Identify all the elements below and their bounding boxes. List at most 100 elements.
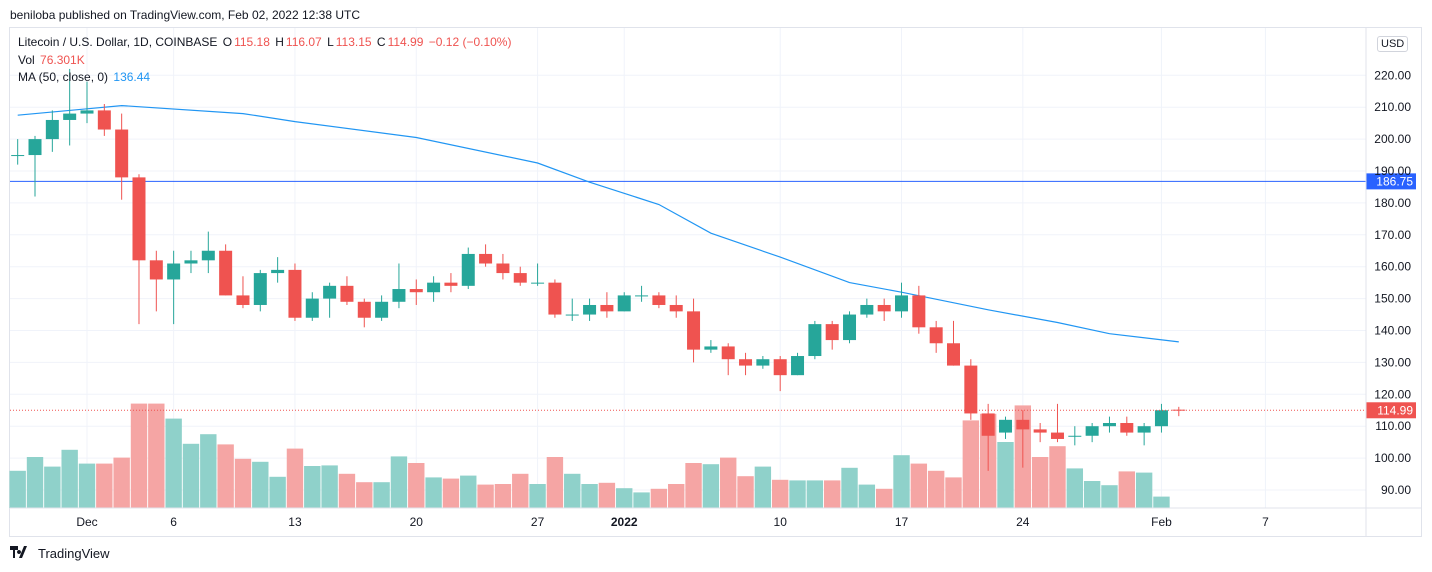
volume-bar [997, 442, 1014, 508]
candle-body [1137, 426, 1151, 433]
y-tick-label: 150.00 [1374, 292, 1411, 306]
volume-bar [789, 480, 806, 508]
volume-value: 76.301K [40, 53, 85, 67]
volume-bar [113, 457, 130, 508]
candle-body [565, 314, 579, 316]
y-tick-label: 220.00 [1374, 68, 1411, 82]
tradingview-logo-icon[interactable] [10, 546, 32, 561]
candle-body [496, 263, 510, 274]
volume-bar [425, 477, 442, 508]
candle-body [479, 253, 493, 264]
y-tick-label: 200.00 [1374, 132, 1411, 146]
candle-body [375, 301, 389, 318]
candle-body [1102, 423, 1116, 427]
x-tick-label: 17 [895, 515, 909, 529]
candle-body [219, 250, 233, 296]
volume-bars [9, 403, 1170, 508]
candle-body [912, 295, 926, 328]
volume-bar [44, 466, 61, 508]
candle-body [97, 110, 111, 130]
candle-body [687, 311, 701, 350]
volume-bar [1083, 481, 1101, 508]
volume-bar [581, 484, 598, 508]
volume-label: Vol [18, 53, 35, 67]
volume-bar [9, 470, 26, 508]
volume-bar [286, 448, 304, 508]
volume-bar [356, 482, 373, 508]
volume-bar [598, 482, 616, 508]
volume-bar [477, 484, 494, 508]
volume-bar [910, 463, 928, 508]
volume-bar [1135, 472, 1153, 508]
publish-info: beniloba published on TradingView.com, F… [10, 8, 361, 22]
legend-volume-row: Vol 76.301K [18, 53, 87, 67]
candle-body [739, 359, 753, 366]
horizontal-line: 186.75 [10, 173, 1416, 190]
candle-body [184, 260, 198, 264]
candle-body [305, 298, 319, 318]
open-label: O [222, 35, 233, 49]
x-tick-label: Feb [1151, 515, 1172, 529]
volume-bar [893, 455, 910, 508]
candle-body [323, 285, 337, 299]
volume-bar [668, 484, 685, 508]
candle-body [704, 346, 718, 350]
last-price-label-bg [1366, 402, 1416, 419]
candle-body [513, 273, 527, 283]
volume-bar [720, 457, 737, 508]
volume-bar [1101, 485, 1118, 508]
y-tick-label: 90.00 [1381, 483, 1411, 497]
volume-bar [875, 488, 893, 508]
candle-body [860, 304, 874, 315]
candle-body [947, 343, 960, 366]
open-value: 115.18 [234, 35, 270, 49]
candle-body [877, 304, 891, 312]
symbol-name: Litecoin / U.S. Dollar, 1D, COINBASE [18, 35, 218, 49]
moving-average [17, 104, 1179, 343]
volume-bar [1066, 468, 1084, 508]
volume-bar [217, 444, 234, 508]
currency-button[interactable]: USD [1377, 36, 1409, 52]
footer: TradingView [10, 546, 110, 561]
y-tick-label: 190.00 [1374, 164, 1411, 178]
candles [11, 68, 1186, 471]
candle-body [635, 295, 649, 297]
y-tick-label: 210.00 [1374, 100, 1411, 114]
volume-bar [823, 480, 841, 508]
horizontal-line-label-bg [1366, 173, 1416, 190]
volume-bar [494, 484, 512, 508]
volume-bar [564, 473, 581, 508]
x-tick-label: 20 [410, 515, 424, 529]
volume-bar [200, 434, 217, 508]
volume-bar [754, 466, 772, 508]
volume-bar [737, 476, 754, 508]
volume-bar [165, 418, 182, 508]
candle-body [1033, 429, 1047, 433]
high-label: H [275, 35, 284, 49]
candle-body [45, 119, 59, 140]
candle-body [843, 314, 857, 341]
candle-body [392, 289, 406, 302]
ma-label: MA (50, close, 0) [18, 70, 109, 84]
volume-bar [78, 463, 96, 508]
horizontal-line-label: 186.75 [1376, 174, 1413, 188]
volume-bar [650, 488, 668, 508]
low-label: L [327, 35, 334, 49]
x-tick-label: 24 [1016, 515, 1030, 529]
candle-body [11, 155, 25, 157]
chart-frame [9, 27, 1422, 537]
volume-bar [408, 463, 425, 508]
volume-bar [130, 403, 148, 508]
candle-body [444, 282, 458, 286]
volume-bar [702, 464, 720, 508]
volume-bar [529, 484, 546, 508]
last-price-line: 114.99 [10, 402, 1416, 419]
candle-body [1050, 432, 1064, 439]
candle-body [998, 419, 1012, 433]
candle-body [548, 282, 562, 315]
candle-body [617, 295, 631, 312]
volume-bar [61, 449, 78, 508]
volume-bar [1031, 457, 1049, 508]
candle-body [1085, 426, 1099, 436]
